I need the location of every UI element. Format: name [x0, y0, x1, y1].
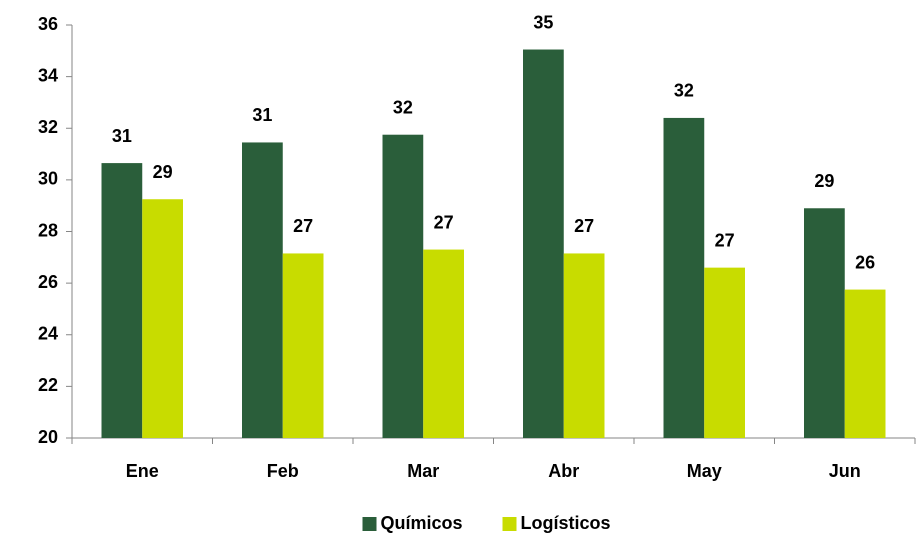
bar: [242, 142, 283, 438]
data-label: 27: [574, 216, 594, 236]
bar: [282, 253, 324, 438]
x-tick-label: Mar: [407, 461, 439, 481]
bar: [382, 134, 424, 438]
data-label: 35: [533, 12, 553, 32]
bar: [142, 199, 183, 438]
x-tick-label: Jun: [829, 461, 861, 481]
x-tick-label: Feb: [267, 461, 299, 481]
data-label: 27: [293, 216, 313, 236]
data-label: 32: [674, 81, 694, 101]
bar: [101, 163, 143, 439]
legend-swatch: [362, 517, 377, 531]
data-label: 32: [393, 97, 413, 117]
bar: [523, 49, 564, 438]
legend-label: Químicos: [381, 513, 463, 533]
data-label: 27: [434, 212, 454, 232]
bar: [423, 249, 464, 438]
legend-label: Logísticos: [521, 513, 611, 533]
y-tick-label: 20: [38, 427, 58, 447]
x-tick-label: Ene: [126, 461, 159, 481]
data-label: 29: [153, 162, 173, 182]
legend-swatch: [502, 517, 517, 531]
y-tick-label: 26: [38, 272, 58, 292]
x-tick-label: Abr: [548, 461, 579, 481]
data-label: 27: [715, 230, 735, 250]
x-tick-label: May: [687, 461, 722, 481]
data-label: 29: [814, 171, 834, 191]
bar: [663, 117, 705, 439]
bar: [563, 253, 605, 438]
y-tick-label: 36: [38, 14, 58, 34]
y-tick-label: 22: [38, 375, 58, 395]
y-tick-label: 24: [38, 324, 58, 344]
y-tick-label: 34: [38, 65, 58, 85]
y-tick-label: 32: [38, 117, 58, 137]
data-label: 26: [855, 252, 875, 272]
y-tick-label: 28: [38, 220, 58, 240]
data-label: 31: [252, 105, 272, 125]
y-tick-label: 30: [38, 169, 58, 189]
data-label: 31: [112, 126, 132, 146]
bar: [804, 208, 845, 438]
bar: [704, 267, 745, 438]
bar: [844, 289, 886, 438]
